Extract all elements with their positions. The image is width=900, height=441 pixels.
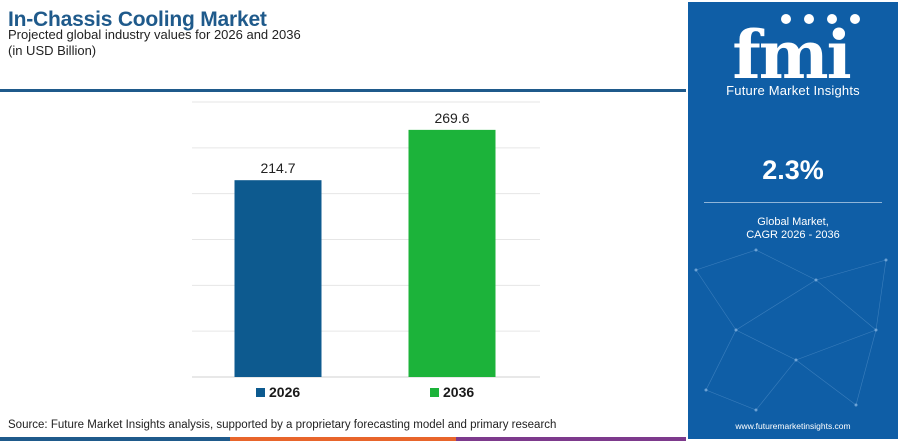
unit-note: (in USD Billion) (8, 43, 97, 58)
bar-2036 (408, 129, 496, 377)
page-subtitle: Projected global industry values for 202… (8, 27, 301, 42)
website-url[interactable]: www.futuremarketinsights.com (735, 421, 851, 431)
logo-globe-icon (804, 14, 814, 24)
cagr-value: 2.3% (762, 155, 824, 185)
source-note: Source: Future Market Insights analysis,… (8, 419, 557, 431)
logo-person-icon (781, 14, 791, 24)
data-label-2026: 214.7 (260, 160, 295, 176)
logo-graph-icon (827, 14, 837, 24)
footer-bar-segment-2 (230, 437, 456, 441)
legend-label-2036: 2036 (443, 384, 474, 400)
bar-2026 (234, 180, 322, 377)
logo-text: fmi (732, 16, 850, 82)
main-panel: In-Chassis Cooling Market Projected glob… (0, 8, 686, 441)
cagr-divider (704, 202, 882, 203)
cagr-label: Global Market, (757, 216, 829, 228)
header-divider (0, 89, 686, 92)
footer-color-bar (0, 437, 686, 441)
footer-bar-segment-3 (456, 437, 686, 441)
legend-label-2026: 2026 (269, 384, 300, 400)
footer-bar-segment-1 (0, 437, 230, 441)
network-decoration (694, 248, 888, 412)
page-title: In-Chassis Cooling Market (8, 8, 267, 31)
summary-panel: fmi Future Market Insights 2.3% Global M… (686, 0, 900, 441)
logo-chart-icon (850, 14, 860, 24)
fmi-logo: fmi (732, 14, 860, 82)
legend-swatch-2036 (430, 388, 439, 397)
brand-name: Future Market Insights (726, 83, 860, 98)
legend-swatch-2026 (256, 388, 265, 397)
data-label-2036: 269.6 (434, 110, 469, 126)
bar-chart: 214.7 269.6 2026 2036 (192, 101, 540, 400)
cagr-period: CAGR 2026 - 2036 (746, 229, 840, 241)
